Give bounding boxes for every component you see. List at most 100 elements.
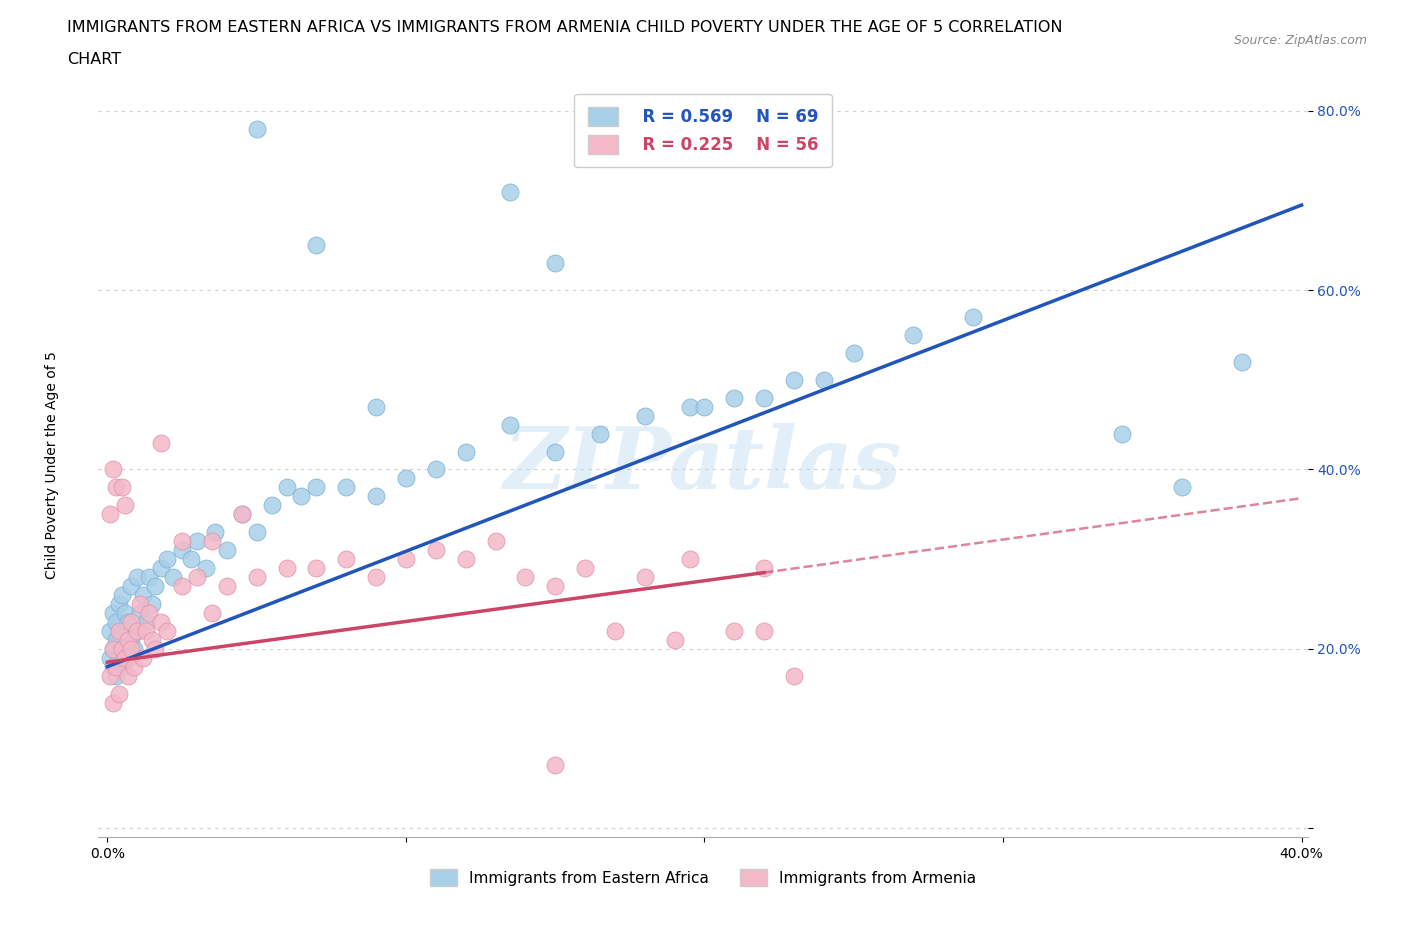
Point — [246, 525, 269, 539]
Point — [138, 605, 160, 620]
Point — [754, 391, 776, 405]
Point — [246, 122, 269, 137]
Point — [98, 507, 121, 522]
Point — [143, 578, 166, 593]
Point — [1111, 426, 1133, 441]
Point — [120, 578, 142, 593]
Point — [544, 445, 567, 459]
Point — [215, 543, 238, 558]
Point — [515, 569, 537, 584]
Point — [120, 632, 142, 647]
Text: ZIPatlas: ZIPatlas — [503, 423, 903, 507]
Point — [138, 569, 160, 584]
Point — [842, 346, 865, 361]
Point — [105, 632, 128, 647]
Point — [127, 569, 149, 584]
Point — [129, 596, 152, 611]
Point — [603, 623, 626, 638]
Point — [111, 623, 134, 638]
Point — [105, 615, 128, 630]
Point — [1230, 354, 1253, 369]
Point — [215, 578, 238, 593]
Point — [574, 561, 596, 576]
Point — [260, 498, 283, 512]
Point — [143, 642, 166, 657]
Point — [962, 310, 984, 325]
Point — [180, 551, 202, 566]
Point — [186, 534, 208, 549]
Point — [132, 588, 155, 603]
Point — [364, 399, 387, 414]
Point — [664, 632, 686, 647]
Point — [135, 623, 157, 638]
Point — [170, 578, 193, 593]
Point — [122, 659, 145, 674]
Point — [335, 551, 357, 566]
Text: Source: ZipAtlas.com: Source: ZipAtlas.com — [1233, 34, 1367, 47]
Point — [723, 391, 745, 405]
Point — [335, 480, 357, 495]
Point — [364, 489, 387, 504]
Point — [103, 642, 125, 657]
Point — [108, 686, 131, 701]
Point — [132, 650, 155, 665]
Point — [454, 445, 477, 459]
Point — [103, 642, 125, 657]
Point — [305, 561, 328, 576]
Point — [103, 462, 125, 477]
Point — [103, 659, 125, 674]
Point — [395, 551, 418, 566]
Point — [499, 184, 522, 199]
Point — [117, 632, 139, 647]
Point — [114, 498, 136, 512]
Point — [454, 551, 477, 566]
Point — [117, 650, 139, 665]
Point — [156, 551, 179, 566]
Point — [111, 588, 134, 603]
Point — [783, 372, 806, 387]
Point — [150, 561, 173, 576]
Text: Child Poverty Under the Age of 5: Child Poverty Under the Age of 5 — [45, 351, 59, 579]
Text: CHART: CHART — [67, 52, 121, 67]
Point — [114, 605, 136, 620]
Point — [499, 418, 522, 432]
Point — [114, 642, 136, 657]
Point — [425, 462, 447, 477]
Legend: Immigrants from Eastern Africa, Immigrants from Armenia: Immigrants from Eastern Africa, Immigran… — [423, 863, 983, 893]
Point — [105, 669, 128, 684]
Point — [201, 534, 224, 549]
Point — [231, 507, 253, 522]
Point — [170, 543, 193, 558]
Point — [120, 642, 142, 657]
Point — [141, 632, 163, 647]
Point — [364, 569, 387, 584]
Point — [589, 426, 612, 441]
Point — [903, 327, 925, 342]
Point — [276, 480, 298, 495]
Point — [634, 569, 657, 584]
Point — [246, 569, 269, 584]
Point — [150, 435, 173, 450]
Point — [105, 659, 128, 674]
Point — [678, 399, 700, 414]
Point — [678, 551, 700, 566]
Point — [544, 256, 567, 271]
Point — [194, 561, 217, 576]
Point — [105, 480, 128, 495]
Point — [305, 480, 328, 495]
Point — [108, 650, 131, 665]
Point — [484, 534, 506, 549]
Text: IMMIGRANTS FROM EASTERN AFRICA VS IMMIGRANTS FROM ARMENIA CHILD POVERTY UNDER TH: IMMIGRANTS FROM EASTERN AFRICA VS IMMIGR… — [67, 20, 1063, 35]
Point — [98, 623, 121, 638]
Point — [544, 578, 567, 593]
Point — [98, 669, 121, 684]
Point — [186, 569, 208, 584]
Point — [693, 399, 716, 414]
Point — [127, 623, 149, 638]
Point — [395, 471, 418, 485]
Point — [170, 534, 193, 549]
Point — [120, 615, 142, 630]
Point — [150, 615, 173, 630]
Point — [114, 650, 136, 665]
Point — [135, 615, 157, 630]
